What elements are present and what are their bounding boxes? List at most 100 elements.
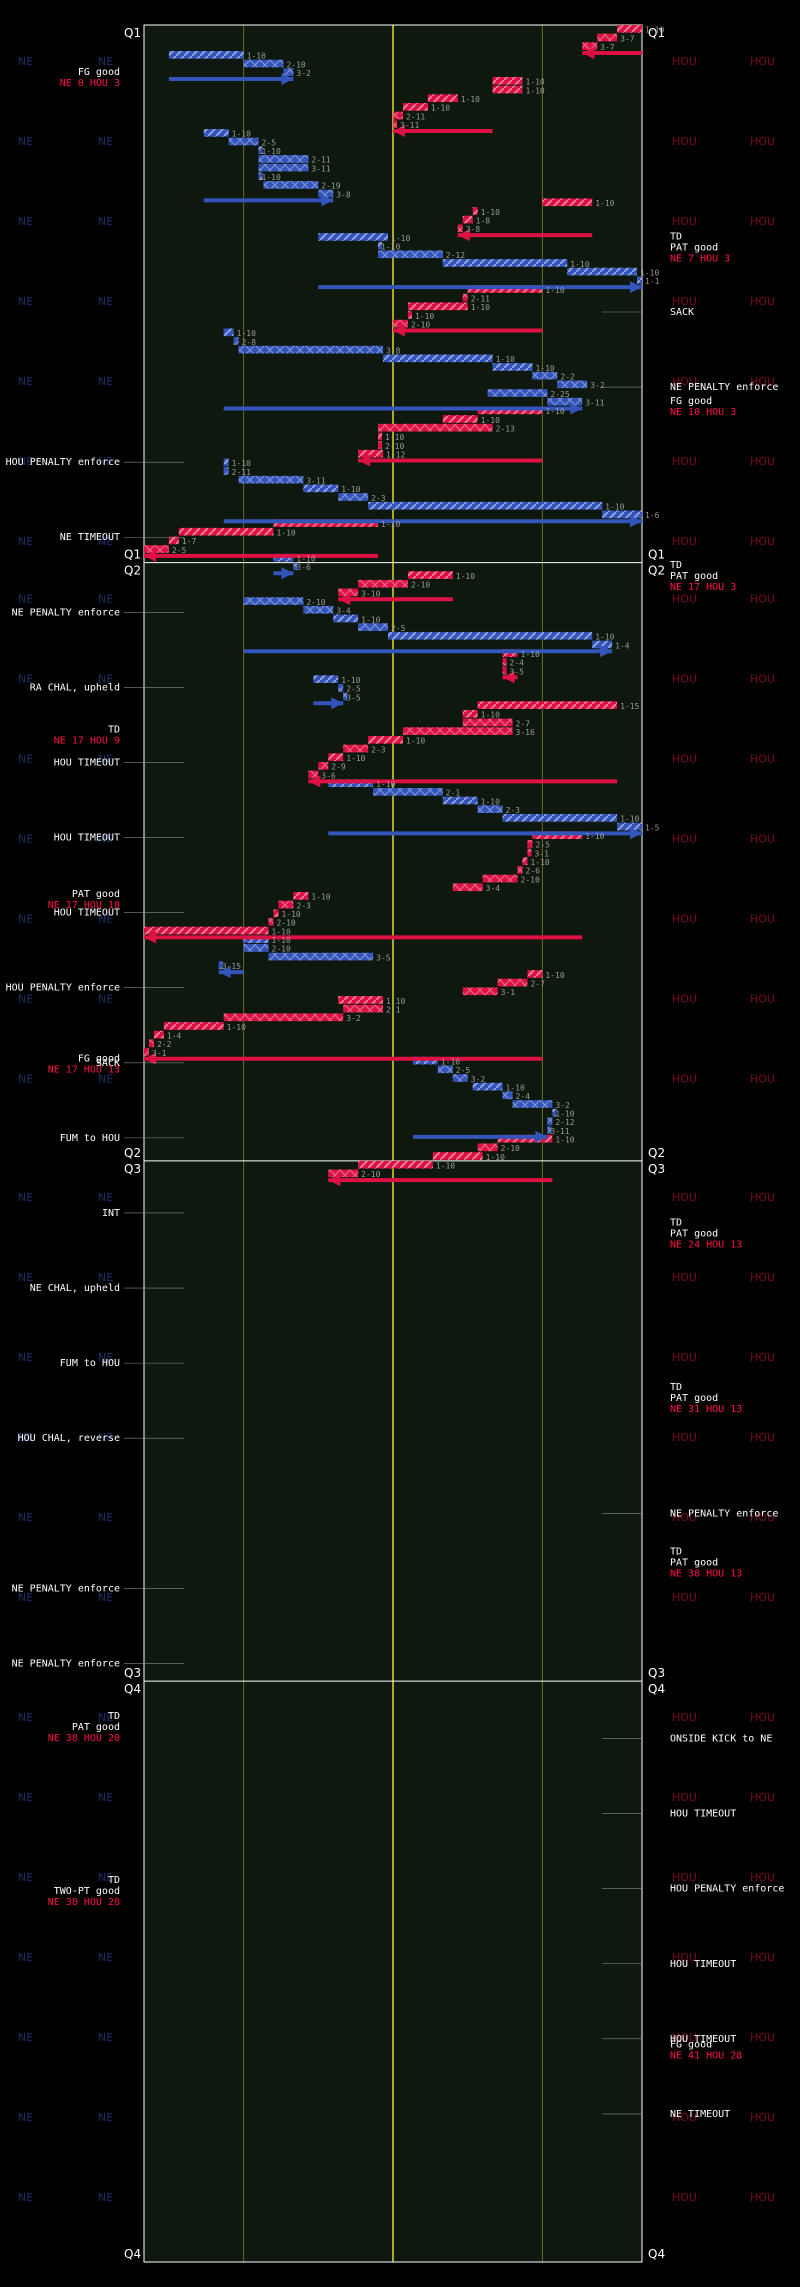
down-bar bbox=[432, 1152, 483, 1160]
svg-text:NE 10 HOU 3: NE 10 HOU 3 bbox=[670, 407, 736, 418]
down-label: 2-5 bbox=[456, 1066, 471, 1075]
team-margin-label: HOU bbox=[672, 1871, 697, 1884]
down-bar bbox=[442, 796, 478, 805]
down-label: 1-10 bbox=[535, 364, 554, 373]
down-label: 1-10 bbox=[406, 737, 425, 746]
team-margin-label: NE bbox=[98, 455, 113, 468]
down-label: 1-7 bbox=[182, 537, 197, 546]
down-label: 1-10 bbox=[376, 780, 395, 789]
team-margin-label: HOU bbox=[672, 673, 697, 686]
team-margin-label: HOU bbox=[750, 375, 775, 388]
down-bar bbox=[168, 536, 179, 545]
svg-text:HOU TIMEOUT: HOU TIMEOUT bbox=[54, 833, 120, 844]
down-bar bbox=[303, 605, 334, 614]
team-margin-label: NE bbox=[18, 375, 33, 388]
down-bar bbox=[318, 761, 329, 770]
drive-arrow bbox=[412, 1130, 548, 1143]
down-label: 1-10 bbox=[227, 1023, 246, 1032]
down-bar bbox=[168, 51, 244, 59]
team-margin-label: NE bbox=[98, 1191, 113, 1204]
svg-text:PAT good: PAT good bbox=[670, 1557, 718, 1568]
drive-arrow bbox=[223, 515, 642, 528]
down-label: 2-4 bbox=[510, 659, 525, 668]
down-label: 2-3 bbox=[371, 494, 386, 503]
team-margin-label: HOU bbox=[672, 1073, 697, 1086]
down-label: 1-10 bbox=[262, 173, 281, 182]
team-margin-label: HOU bbox=[672, 913, 697, 926]
down-label: 1-10 bbox=[272, 936, 291, 945]
team-margin-label: NE bbox=[98, 2031, 113, 2044]
quarter-label: Q1 bbox=[124, 26, 141, 40]
down-label: 3-7 bbox=[600, 43, 615, 52]
down-bar bbox=[378, 432, 383, 441]
team-margin-label: NE bbox=[98, 1271, 113, 1284]
down-bar bbox=[333, 614, 359, 623]
down-label: 2-25 bbox=[550, 390, 569, 399]
down-label: 2-7 bbox=[530, 979, 545, 988]
team-margin-label: NE bbox=[18, 1073, 33, 1086]
svg-text:NE 41 HOU 28: NE 41 HOU 28 bbox=[670, 2051, 742, 2062]
down-label: 1-10 bbox=[262, 147, 281, 156]
drive-arrow bbox=[144, 1052, 543, 1065]
event-annotation: INT bbox=[102, 1208, 184, 1219]
team-margin-label: NE bbox=[98, 913, 113, 926]
down-bar bbox=[462, 987, 498, 996]
svg-text:NE 17 HOU 3: NE 17 HOU 3 bbox=[670, 582, 736, 593]
down-bar bbox=[303, 484, 339, 493]
drive-arrow bbox=[308, 775, 618, 788]
down-label: 1-10 bbox=[415, 312, 434, 321]
svg-text:PAT good: PAT good bbox=[670, 1393, 718, 1404]
down-bar bbox=[233, 337, 239, 345]
svg-text:NE PENALTY enforce: NE PENALTY enforce bbox=[670, 1508, 778, 1519]
down-bar bbox=[313, 675, 339, 683]
down-label: 3-8 bbox=[466, 225, 481, 234]
down-label: 1-10 bbox=[525, 86, 544, 95]
down-bar bbox=[338, 493, 369, 501]
down-bar bbox=[492, 77, 523, 85]
svg-text:TD: TD bbox=[670, 1546, 682, 1557]
event-annotation: NE TIMEOUT bbox=[60, 532, 184, 543]
field-border bbox=[143, 24, 643, 2263]
team-margin-label: NE bbox=[18, 2031, 33, 2044]
team-margin-label: HOU bbox=[750, 1073, 775, 1086]
team-margin-label: HOU bbox=[672, 1191, 697, 1204]
event-annotation: NE PENALTY enforce bbox=[12, 1583, 184, 1594]
down-label: 2-10 bbox=[501, 1144, 520, 1153]
down-bar bbox=[243, 59, 284, 68]
down-label: 3-2 bbox=[471, 1075, 486, 1084]
down-label: 2-19 bbox=[321, 182, 340, 191]
down-label: 1-10 bbox=[645, 26, 664, 35]
down-bar bbox=[163, 1022, 224, 1030]
down-bar bbox=[522, 857, 528, 866]
team-margin-label: HOU bbox=[750, 913, 775, 926]
svg-text:FG good: FG good bbox=[78, 1053, 120, 1064]
down-bar bbox=[283, 68, 294, 77]
team-margin-label: HOU bbox=[672, 993, 697, 1006]
team-margin-label: HOU bbox=[750, 1591, 775, 1604]
down-bar bbox=[502, 666, 507, 675]
team-margin-label: NE bbox=[98, 295, 113, 308]
event-annotation: SACK bbox=[602, 307, 694, 318]
down-label: 1-10 bbox=[281, 910, 300, 919]
down-label: 1-10 bbox=[311, 893, 330, 902]
down-bar bbox=[203, 129, 229, 137]
quarter-label: Q2 bbox=[124, 564, 141, 578]
down-bar bbox=[407, 311, 412, 319]
down-label: 1-10 bbox=[232, 459, 251, 468]
drive-arrow bbox=[328, 827, 642, 840]
svg-text:SACK: SACK bbox=[96, 1058, 120, 1069]
down-label: 2-9 bbox=[331, 763, 346, 772]
drive-arrow bbox=[393, 125, 493, 138]
team-margin-label: HOU bbox=[672, 753, 697, 766]
down-label: 3-1 bbox=[501, 988, 516, 997]
drive-arrow bbox=[457, 229, 593, 242]
down-label: 1-10 bbox=[595, 199, 614, 208]
team-margin-label: NE bbox=[98, 215, 113, 228]
down-label: 3-10 bbox=[361, 589, 380, 598]
